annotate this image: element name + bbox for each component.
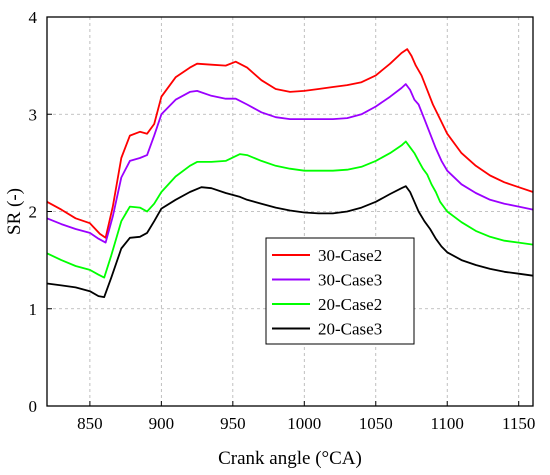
x-tick-label: 950	[220, 414, 246, 433]
series-line-30-case2	[46, 48, 534, 239]
series-line-20-case2	[46, 140, 534, 279]
x-tick-label: 1150	[502, 414, 535, 433]
series-line-30-case3	[46, 83, 534, 244]
series-lines	[46, 48, 534, 298]
legend: 30-Case2 30-Case3 20-Case2 20-Case3	[265, 237, 415, 345]
x-tick-label: 1100	[431, 414, 464, 433]
grid	[47, 17, 533, 406]
x-tick-label: 850	[77, 414, 103, 433]
axis-ticks: 850 900 950 1000 1050 1100 1150 0 1 2 3 4	[29, 8, 536, 433]
y-tick-label: 4	[29, 8, 38, 27]
legend-label: 20-Case2	[318, 295, 382, 314]
y-tick-label: 2	[29, 203, 38, 222]
series-line-20-case3	[46, 185, 534, 298]
y-axis-label: SR (-)	[4, 188, 25, 235]
x-tick-label: 1000	[287, 414, 321, 433]
x-axis-label: Crank angle (°CA)	[218, 448, 362, 469]
x-tick-label: 900	[149, 414, 175, 433]
y-tick-label: 1	[29, 300, 38, 319]
y-tick-label: 3	[29, 105, 38, 124]
y-tick-label: 0	[29, 397, 38, 416]
legend-label: 30-Case2	[318, 246, 382, 265]
legend-label: 30-Case3	[318, 271, 382, 290]
x-tick-label: 1050	[359, 414, 393, 433]
legend-label: 20-Case3	[318, 320, 382, 339]
